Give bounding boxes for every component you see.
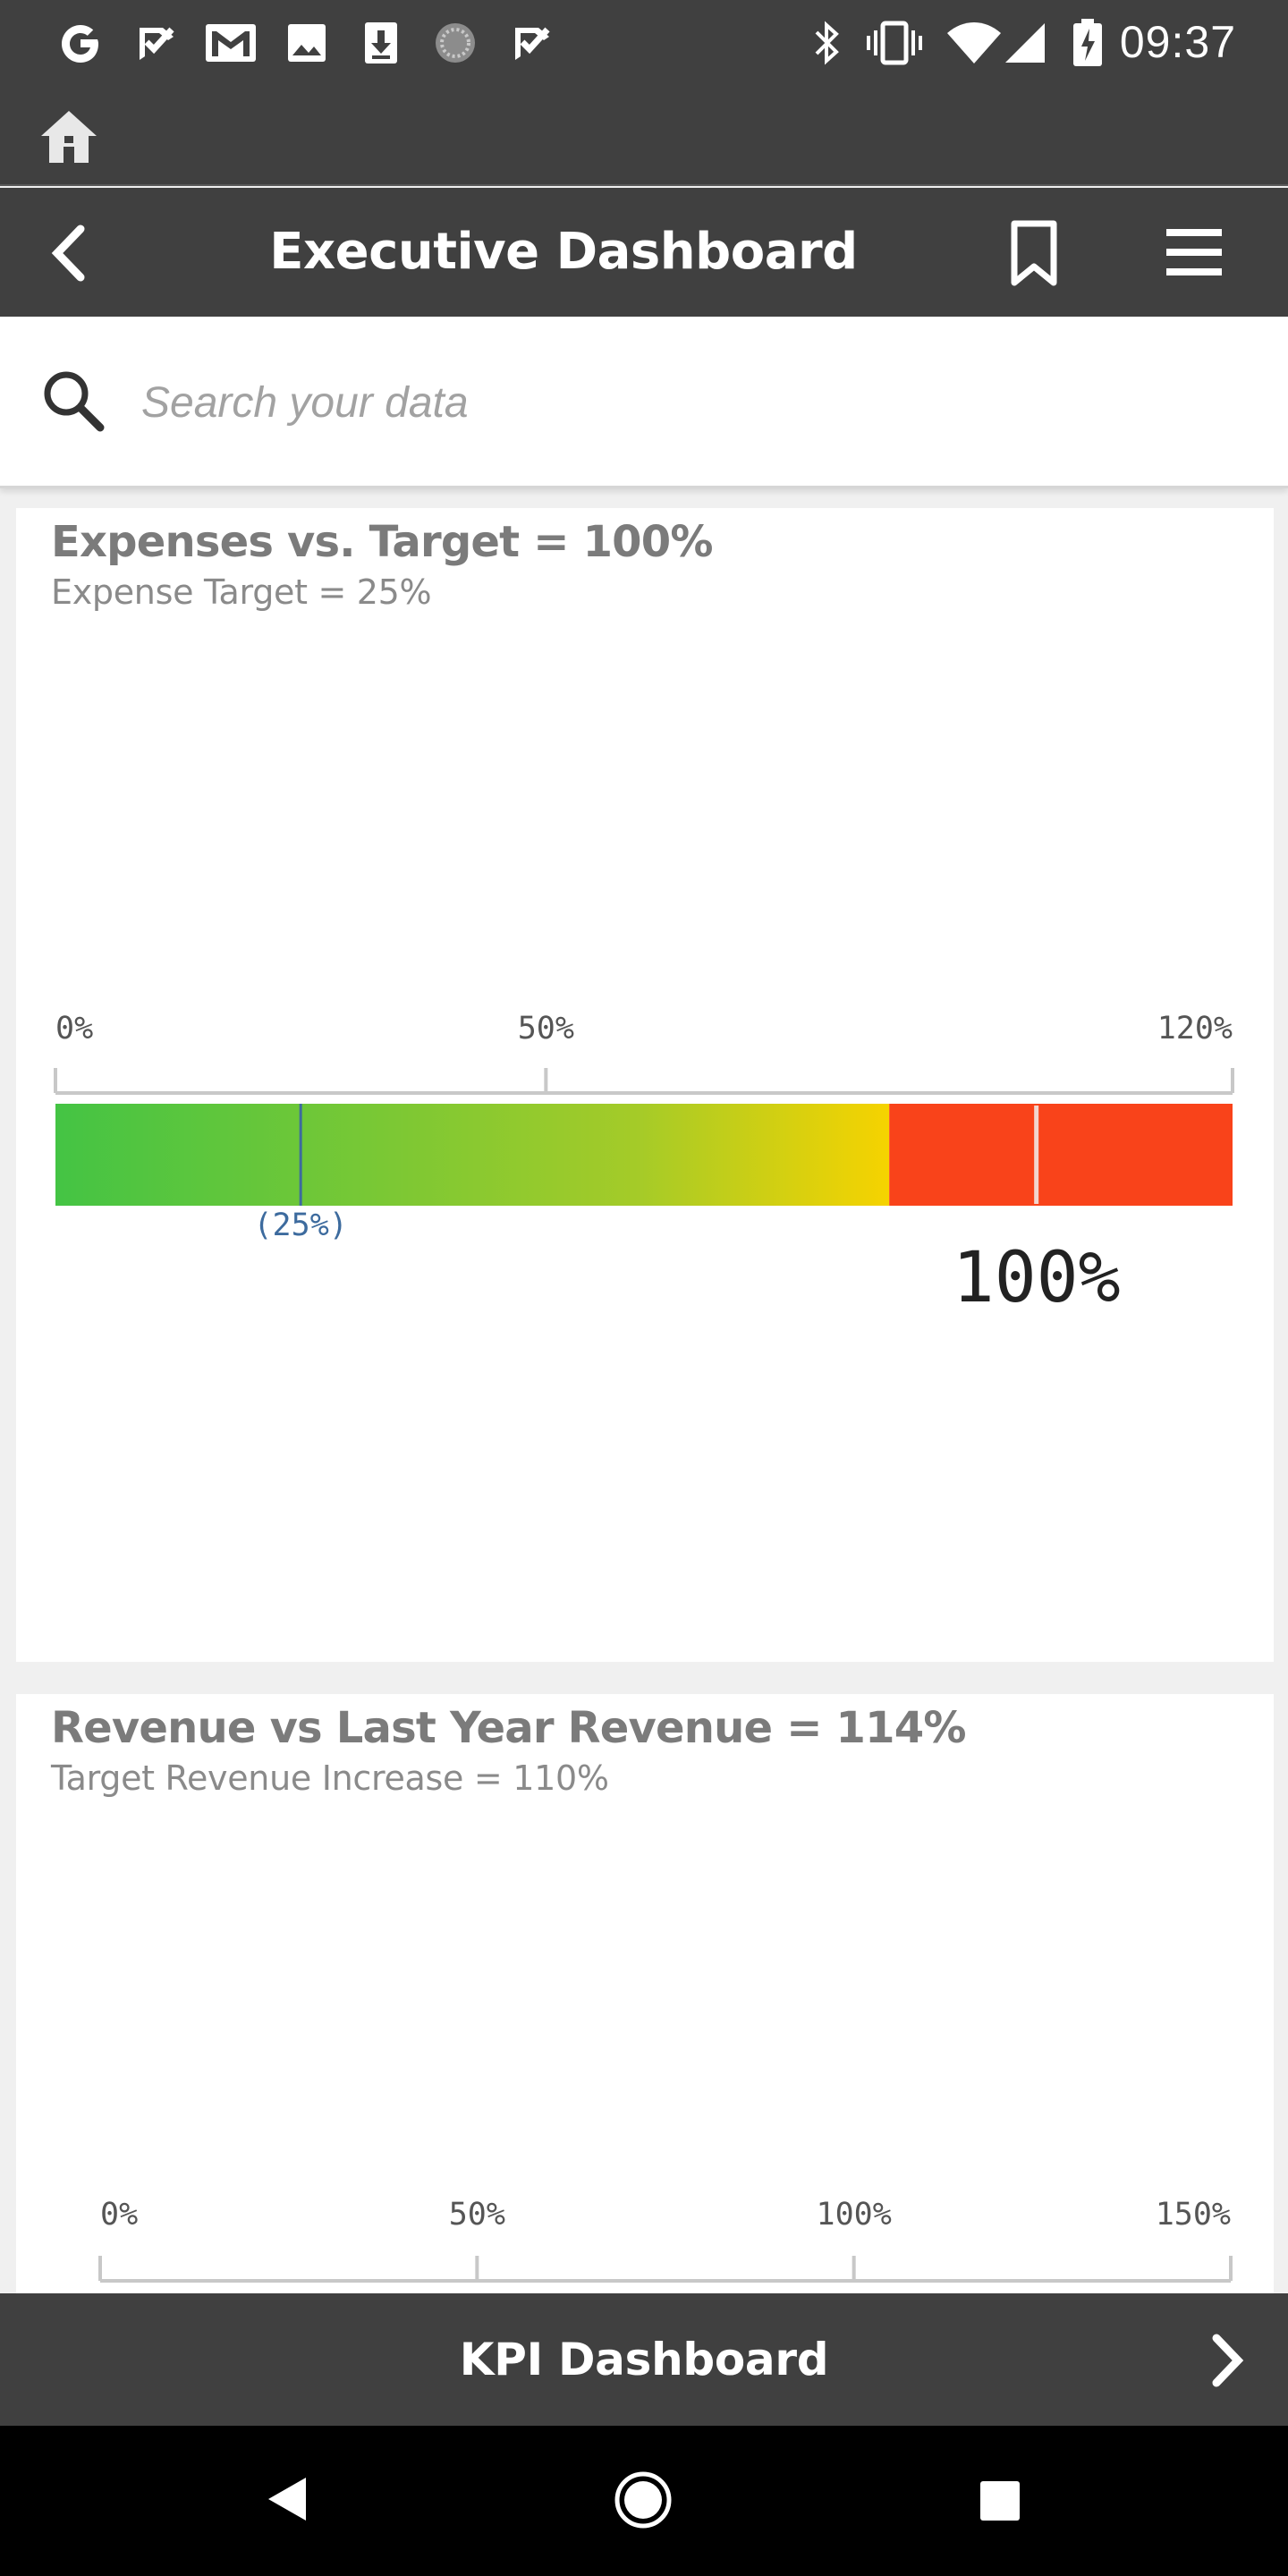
card-subtitle: Expense Target = 25%	[51, 572, 432, 612]
tick-label: 50%	[448, 2197, 505, 2233]
bookmark-icon[interactable]	[1009, 220, 1059, 286]
search-input[interactable]	[141, 360, 1215, 445]
search-bar	[0, 317, 1288, 488]
tick-label: 120%	[1157, 1011, 1233, 1046]
tick-label: 50%	[517, 1011, 574, 1046]
gauge-chart-revenue	[98, 2256, 1233, 2283]
gauge-band-green-yellow	[55, 1104, 890, 1206]
nav-recents-icon[interactable]	[980, 2481, 1020, 2521]
wifi-icon	[945, 20, 1004, 66]
menu-icon[interactable]	[1165, 227, 1224, 277]
download-icon	[360, 20, 402, 66]
photo-icon	[284, 20, 329, 66]
clock-time: 09:37	[1119, 17, 1236, 67]
title-bar: Executive Dashboard	[0, 188, 1288, 317]
chevron-right-icon[interactable]	[1204, 2331, 1249, 2390]
loading-icon	[431, 20, 479, 66]
kpi-value-label: 100%	[952, 1238, 1121, 1318]
nav-back-icon[interactable]	[265, 2474, 309, 2524]
system-navigation-bar	[0, 2426, 1288, 2576]
tick-label: 0%	[100, 2197, 139, 2233]
target-label: (25%)	[253, 1208, 348, 1243]
card-title: Expenses vs. Target = 100%	[51, 517, 713, 567]
page-title: Executive Dashboard	[269, 223, 858, 281]
card-title: Revenue vs Last Year Revenue = 114%	[51, 1703, 966, 1753]
battery-charging-icon	[1070, 19, 1106, 66]
home-icon[interactable]	[38, 106, 100, 168]
checkmark-notification-icon	[132, 20, 181, 66]
kpi-card-revenue[interactable]: Revenue vs Last Year Revenue = 114% Targ…	[16, 1694, 1274, 2293]
google-icon	[54, 20, 106, 66]
tick-label: 100%	[816, 2197, 892, 2233]
cellular-signal-icon	[1002, 20, 1048, 66]
vibrate-icon	[862, 20, 927, 66]
status-bar: 09:37	[0, 0, 1288, 86]
back-icon[interactable]	[45, 222, 98, 284]
next-sheet-label: KPI Dashboard	[459, 2334, 829, 2385]
gmail-icon	[202, 20, 259, 66]
gauge-band-red	[889, 1104, 1233, 1206]
checkmark-notification-icon	[508, 20, 556, 66]
bluetooth-icon	[807, 20, 846, 66]
sheet-navigation-bar[interactable]: KPI Dashboard	[0, 2293, 1288, 2426]
tick-label: 0%	[55, 1011, 94, 1046]
search-icon	[39, 367, 111, 438]
nav-home-icon[interactable]	[614, 2470, 673, 2529]
kpi-card-expenses[interactable]: Expenses vs. Target = 100% Expense Targe…	[16, 508, 1274, 1662]
card-subtitle: Target Revenue Increase = 110%	[51, 1758, 609, 1798]
app-home-row	[0, 86, 1288, 186]
gauge-chart-expenses	[54, 1068, 1234, 1206]
tick-label: 150%	[1155, 2197, 1231, 2233]
